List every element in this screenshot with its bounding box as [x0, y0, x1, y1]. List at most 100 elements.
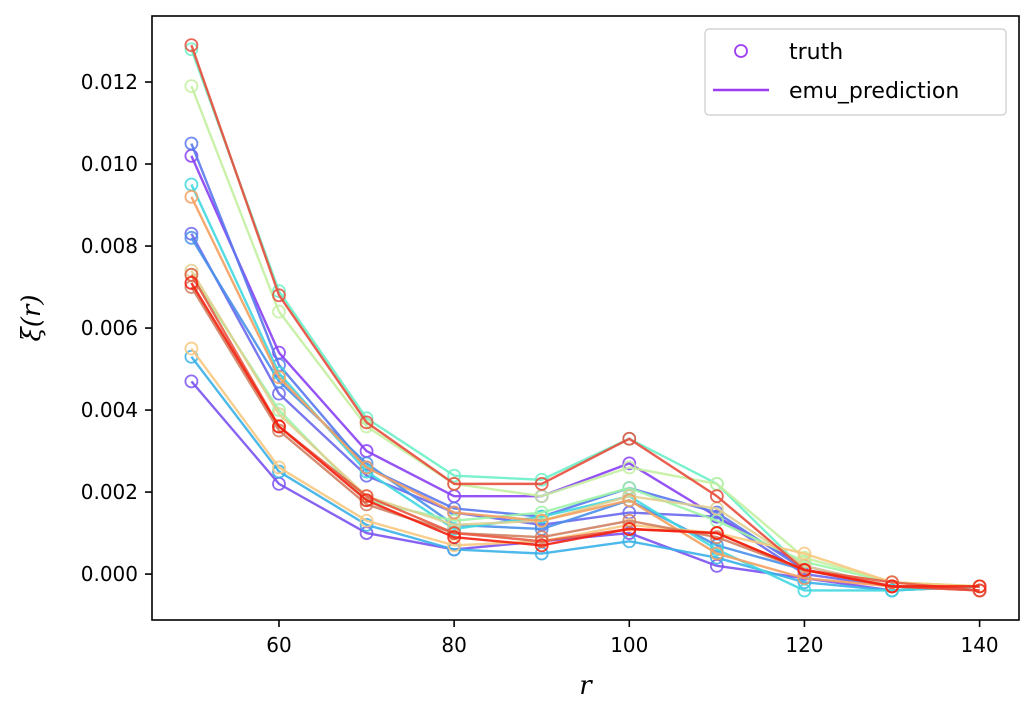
- series-16-point-9: [972, 579, 987, 594]
- series-12-point-4: [534, 513, 549, 528]
- series-5-point-2: [359, 517, 374, 532]
- series-12-point-7: [797, 571, 812, 586]
- series-0: [184, 148, 987, 594]
- series-12-point-5: [622, 493, 637, 508]
- legend-truth-marker: [734, 44, 748, 58]
- series-3-point-0: [184, 136, 199, 151]
- series-12-point-3: [447, 505, 462, 520]
- series-11-point-0: [184, 341, 199, 356]
- series-7-point-3: [447, 468, 462, 483]
- series-14-point-3: [447, 526, 462, 540]
- series-15-point-9: [972, 583, 987, 598]
- series-8-point-4: [534, 505, 549, 520]
- series-8-line: [190, 274, 980, 588]
- series-5: [184, 349, 987, 598]
- series-16-point-1: [272, 419, 286, 434]
- series-11-point-1: [272, 460, 286, 475]
- series-13-point-2: [359, 497, 374, 512]
- y-tick-label-2: 0.004: [81, 398, 138, 422]
- series-15-point-1: [272, 288, 286, 303]
- series-10-point-5: [622, 489, 637, 504]
- x-tick-label-100: 100: [610, 633, 648, 657]
- y-tick-label-6: 0.012: [81, 70, 138, 94]
- series-7-point-0: [184, 42, 199, 57]
- series-1-point-0: [184, 374, 199, 389]
- series-5-point-6: [709, 550, 724, 565]
- plot-area: [184, 38, 987, 598]
- series-12-line: [190, 196, 980, 592]
- series-16-point-0: [184, 276, 199, 290]
- x-tick-label-80: 80: [441, 633, 466, 657]
- series-16-point-5: [622, 522, 637, 536]
- series-3-line: [190, 143, 980, 588]
- series-8: [184, 267, 987, 594]
- series-11-point-7: [797, 546, 812, 561]
- y-axis-label: ξ(r): [17, 294, 47, 341]
- series-16-point-6: [709, 526, 724, 540]
- series-12-point-2: [359, 460, 374, 475]
- series-6-point-3: [447, 522, 462, 536]
- legend-box: [704, 28, 1007, 116]
- series-15-point-5: [622, 431, 637, 446]
- series-16-point-4: [534, 538, 549, 553]
- series-14-line: [190, 274, 980, 592]
- series-9-line: [190, 85, 980, 588]
- y-axis: 0.000 0.002 0.004 0.006 0.008 0.010 0.012: [81, 70, 152, 586]
- series-15-point-2: [359, 415, 374, 430]
- series-15-point-3: [447, 476, 462, 491]
- y-tick-label-1: 0.002: [81, 480, 138, 504]
- series-6-point-1: [272, 366, 286, 381]
- series-16-point-8: [885, 579, 899, 594]
- series-8-point-1: [272, 403, 286, 417]
- series-11: [184, 341, 987, 594]
- y-tick-label-0: 0.000: [81, 562, 138, 586]
- series-1: [184, 374, 987, 598]
- series-11-point-2: [359, 513, 374, 528]
- series-14-point-4: [534, 534, 549, 549]
- series-16-point-2: [359, 493, 374, 508]
- legend-emu-prediction-label: emu_prediction: [789, 79, 959, 104]
- plot-frame: [151, 15, 1020, 621]
- series-12-point-1: [272, 370, 286, 385]
- series-6-point-8: [885, 583, 899, 598]
- x-axis: 60 80 100 120 140: [266, 620, 999, 657]
- series-13-line: [190, 286, 980, 592]
- x-axis-label: r: [579, 671, 593, 701]
- series-4-point-0: [184, 230, 199, 245]
- series-9-point-5: [622, 460, 637, 475]
- legend: truth emu_prediction: [704, 28, 1007, 116]
- series-13-point-6: [709, 530, 724, 545]
- series-0-point-5: [622, 456, 637, 471]
- series-13-point-4: [534, 530, 549, 545]
- series-11-line: [190, 347, 980, 588]
- series-6-point-4: [534, 509, 549, 524]
- series-12-point-6: [709, 546, 724, 561]
- series-14-point-0: [184, 267, 199, 282]
- series-3: [184, 136, 987, 594]
- series-15-point-4: [534, 476, 549, 491]
- series-10-line: [190, 270, 980, 588]
- y-tick-label-5: 0.010: [81, 152, 138, 176]
- x-tick-label-60: 60: [266, 633, 291, 657]
- x-tick-label-140: 140: [960, 633, 998, 657]
- series-15-point-0: [184, 38, 199, 53]
- series-16-point-7: [797, 563, 812, 577]
- series-10: [184, 263, 987, 594]
- series-15-point-6: [709, 489, 724, 504]
- series-2-line: [190, 233, 980, 588]
- series-13-point-5: [622, 513, 637, 528]
- series-0-line: [190, 155, 980, 588]
- series-14-point-8: [885, 575, 899, 590]
- y-tick-label-4: 0.008: [81, 234, 138, 258]
- series-15: [184, 38, 987, 598]
- series-16-line: [190, 282, 980, 588]
- series-16: [184, 276, 987, 594]
- series-12-point-0: [184, 189, 199, 204]
- series-9-point-0: [184, 79, 199, 94]
- series-11-point-5: [622, 517, 637, 532]
- series-5-line: [190, 356, 980, 592]
- x-tick-label-120: 120: [785, 633, 823, 657]
- y-tick-label-3: 0.006: [81, 316, 138, 340]
- series-16-point-3: [447, 530, 462, 545]
